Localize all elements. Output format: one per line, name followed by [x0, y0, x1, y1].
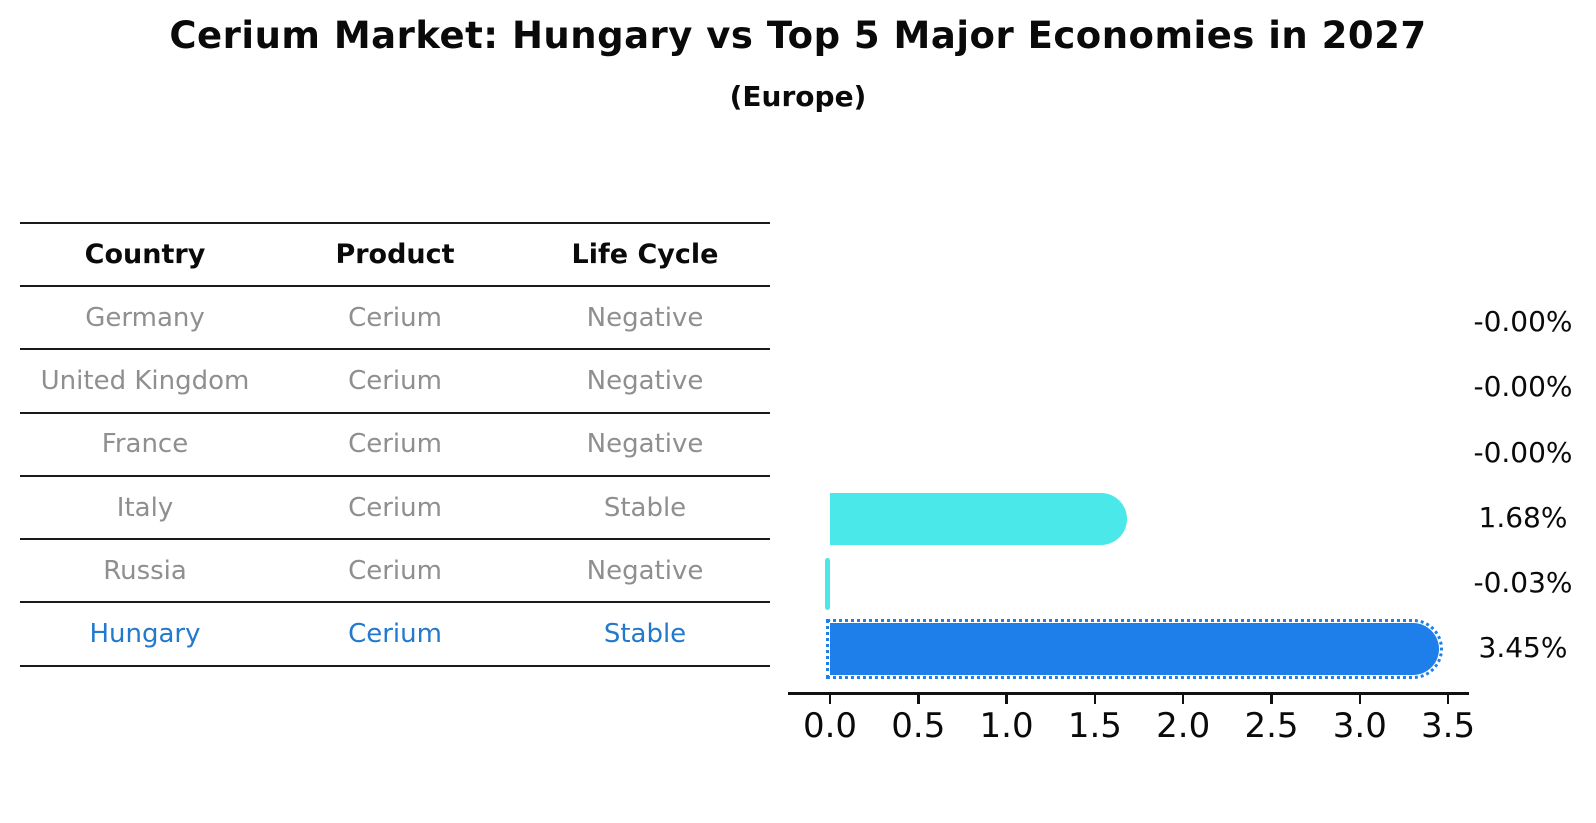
- cell-country: Italy: [116, 492, 174, 523]
- cell-product: Cerium: [348, 619, 442, 650]
- table-row-france: France Cerium Negative: [20, 414, 770, 477]
- value-label-united-kingdom: -0.00%: [1473, 370, 1573, 404]
- x-tick-label: 0.5: [891, 706, 946, 746]
- x-axis-line: [788, 692, 1469, 695]
- cell-product: Cerium: [348, 492, 442, 523]
- value-label-italy: 1.68%: [1478, 500, 1568, 534]
- cell-product: Cerium: [348, 429, 442, 460]
- cell-product: Cerium: [348, 365, 442, 396]
- value-label-russia: -0.03%: [1473, 566, 1573, 600]
- cell-lifecycle: Negative: [586, 365, 704, 396]
- cell-country: Hungary: [89, 619, 201, 650]
- cell-country: Russia: [103, 555, 187, 586]
- table-header-lifecycle: Life Cycle: [571, 239, 719, 270]
- table-header-country: Country: [84, 239, 206, 270]
- chart-subtitle: (Europe): [729, 80, 867, 113]
- table-row-hungary: Hungary Cerium Stable: [20, 603, 770, 667]
- cell-country: United Kingdom: [40, 365, 250, 396]
- table-row-russia: Russia Cerium Negative: [20, 540, 770, 604]
- cell-product: Cerium: [348, 555, 442, 586]
- cell-product: Cerium: [348, 302, 442, 333]
- x-tick-label: 1.5: [1067, 706, 1122, 746]
- table-body: Germany Cerium Negative United Kingdom Ceriu…: [20, 287, 770, 667]
- x-tick-mark: [1005, 694, 1008, 704]
- bar-italy: [830, 492, 1127, 545]
- table-row-italy: Italy Cerium Stable: [20, 477, 770, 541]
- x-tick-mark: [1093, 694, 1097, 704]
- cell-lifecycle: Stable: [603, 619, 687, 650]
- cell-lifecycle: Negative: [586, 302, 704, 333]
- cell-country: France: [101, 429, 189, 460]
- table-row-united-kingdom: United Kingdom Cerium Negative: [20, 350, 770, 414]
- table-header-row: Country Product Life Cycle: [20, 224, 770, 287]
- value-label-hungary: 3.45%: [1478, 631, 1568, 665]
- x-tick-mark: [1270, 694, 1273, 704]
- bar-hungary: [825, 618, 1444, 680]
- x-tick-mark: [1358, 694, 1362, 704]
- x-tick-mark: [828, 694, 832, 704]
- x-tick-mark: [917, 694, 920, 704]
- x-tick-label: 0.0: [802, 706, 858, 746]
- chart-title: Cerium Market: Hungary vs Top 5 Major Ec…: [169, 14, 1427, 57]
- cell-lifecycle: Negative: [586, 429, 704, 460]
- table-header-product: Product: [335, 239, 455, 270]
- x-tick-mark: [1181, 694, 1185, 704]
- bar-russia: [824, 558, 830, 611]
- x-tick-label: 3.0: [1332, 706, 1387, 746]
- cell-lifecycle: Stable: [603, 492, 687, 523]
- table-row-germany: Germany Cerium Negative: [20, 287, 770, 351]
- x-tick-label: 3.5: [1421, 706, 1476, 746]
- cell-country: Germany: [85, 302, 205, 333]
- cell-lifecycle: Negative: [586, 555, 704, 586]
- value-label-france: -0.00%: [1473, 435, 1573, 469]
- x-tick-mark: [1446, 694, 1450, 704]
- x-tick-label: 2.5: [1244, 706, 1299, 746]
- value-label-germany: -0.00%: [1473, 304, 1573, 338]
- x-tick-label: 1.0: [979, 706, 1034, 746]
- country-table: Country Product Life Cycle Germany Cerium…: [20, 222, 770, 667]
- x-tick-label: 2.0: [1156, 706, 1211, 746]
